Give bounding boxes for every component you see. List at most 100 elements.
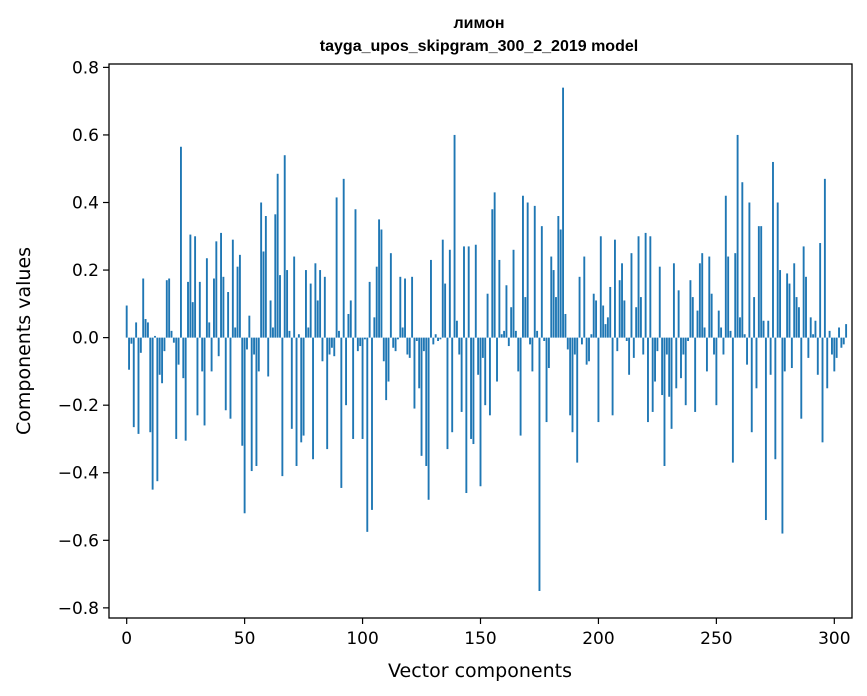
bar [590,334,593,338]
bar [731,337,734,463]
bar [760,226,763,338]
bar [130,337,133,344]
bar [538,337,541,591]
bar [651,337,654,412]
y-tick-label: 0.8 [72,58,99,78]
bar [338,330,340,338]
bar [345,337,347,406]
bar [488,337,491,416]
bar [540,226,543,338]
bar [463,246,465,338]
bar [550,256,553,338]
bar [826,337,829,389]
bar [234,327,237,338]
bar [762,320,765,338]
bar [703,327,706,338]
bar [161,337,164,384]
bar [552,270,555,338]
bar [460,337,463,412]
bar [786,273,789,338]
bar [201,337,204,372]
chart-title: лимон [453,15,504,32]
bar [675,337,678,389]
bar [467,246,470,338]
bar [194,236,197,338]
bar [809,317,812,338]
bar [231,239,234,338]
bar [236,266,239,338]
bar [684,337,687,406]
bar [597,337,600,423]
bar [694,337,697,412]
bar [474,244,477,338]
bar [182,337,185,379]
bar [802,246,805,338]
bar [606,317,609,338]
bar [510,307,513,338]
bar [705,337,708,372]
bar [668,337,671,397]
bar [411,276,414,338]
bar [484,337,487,406]
bar [305,270,307,338]
bar [368,281,371,338]
x-axis-label: Vector components [388,660,572,682]
bar [842,337,845,345]
bar [418,337,421,389]
bar [741,182,744,338]
bar [137,337,140,434]
bar [415,337,418,341]
bar [286,270,289,338]
bar [498,259,501,338]
y-tick-label: −0.8 [58,599,99,619]
bar [441,239,444,338]
bar [562,87,564,338]
bar [729,330,732,338]
bar [628,337,631,375]
bar [514,330,517,338]
bar [835,337,838,358]
bar [621,263,623,338]
bar [222,276,225,338]
y-tick-label: 0.6 [72,126,99,146]
bar [451,337,454,433]
bar [314,263,317,338]
bar [132,337,135,428]
bar [307,327,310,338]
bar [585,337,588,365]
bar [439,337,442,340]
y-tick-label: 0.0 [72,329,99,349]
bar [271,327,274,338]
bar [767,320,770,338]
bar [505,285,508,338]
bar [625,337,628,341]
bar [500,334,503,338]
bar [165,280,168,338]
bar [373,317,376,338]
bar [545,337,548,423]
bar [389,253,392,338]
bar [578,276,581,338]
bar [397,337,399,340]
bar [790,337,793,369]
bar [531,337,534,372]
bar [189,234,192,338]
bar [536,330,539,338]
bar [187,281,189,338]
bar [347,313,350,338]
bar [753,297,756,338]
bar [654,337,656,382]
x-tick-label: 200 [582,629,614,649]
bar [472,337,475,445]
bar [196,337,199,416]
bar [831,337,833,355]
bar [698,263,701,338]
bar [392,337,395,348]
bar [340,337,343,488]
bar [220,232,222,338]
y-axis-label: Components values [13,247,35,435]
bar [151,337,154,490]
bar [739,317,741,338]
